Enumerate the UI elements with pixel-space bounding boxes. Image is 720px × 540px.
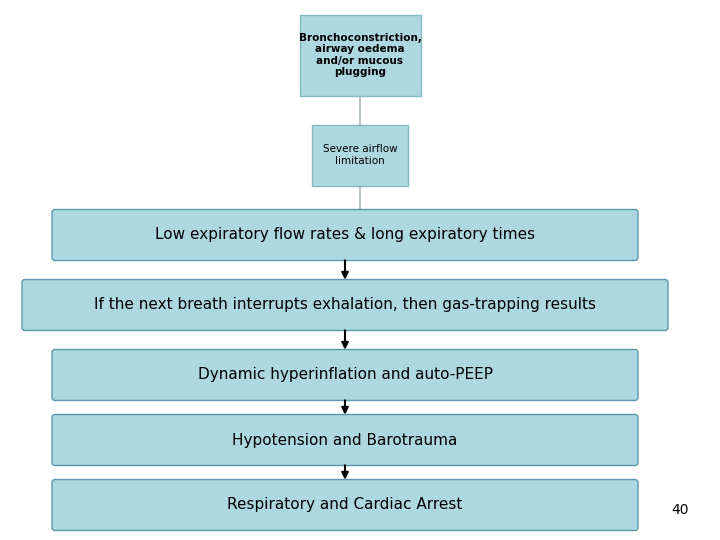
Text: 40: 40 [671,503,689,517]
FancyBboxPatch shape [22,280,668,330]
FancyBboxPatch shape [52,210,638,260]
FancyBboxPatch shape [312,125,408,186]
FancyBboxPatch shape [52,415,638,465]
Text: Dynamic hyperinflation and auto-PEEP: Dynamic hyperinflation and auto-PEEP [197,368,492,382]
Text: If the next breath interrupts exhalation, then gas-trapping results: If the next breath interrupts exhalation… [94,298,596,313]
FancyBboxPatch shape [52,349,638,401]
Text: Hypotension and Barotrauma: Hypotension and Barotrauma [233,433,458,448]
Text: Bronchoconstriction,
airway oedema
and/or mucous
plugging: Bronchoconstriction, airway oedema and/o… [299,32,421,77]
Text: Respiratory and Cardiac Arrest: Respiratory and Cardiac Arrest [228,497,463,512]
FancyBboxPatch shape [52,480,638,530]
Text: Severe airflow
limitation: Severe airflow limitation [323,144,397,166]
Text: Low expiratory flow rates & long expiratory times: Low expiratory flow rates & long expirat… [155,227,535,242]
FancyBboxPatch shape [300,15,420,96]
